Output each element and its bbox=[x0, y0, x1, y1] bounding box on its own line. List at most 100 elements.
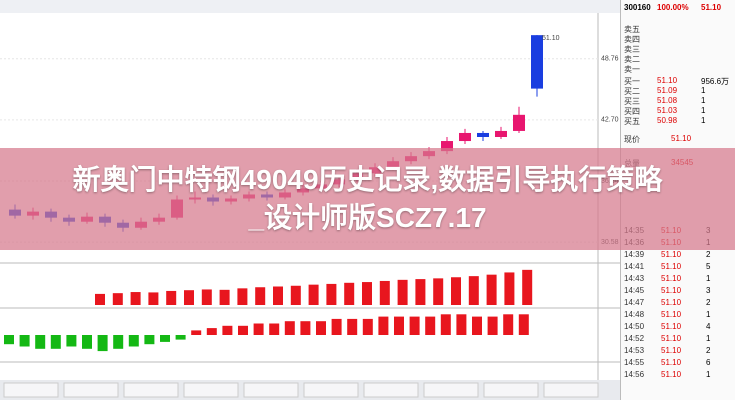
stock-code: 300160 bbox=[624, 3, 651, 12]
y-tick-label: 42.70 bbox=[601, 117, 619, 124]
macd-bar bbox=[206, 328, 217, 335]
y-tick-label: 48.76 bbox=[601, 56, 619, 63]
trade-time: 14:52 bbox=[624, 334, 645, 343]
tab bbox=[243, 382, 299, 398]
stat-label: 现价 bbox=[624, 135, 640, 144]
book-label: 买五 bbox=[624, 117, 640, 126]
volume-bar bbox=[415, 279, 426, 305]
banner: 新奥门中特钢49049历史记录,数据引导执行策略 _设计师版SCZ7.17 bbox=[0, 148, 735, 250]
candle-body bbox=[441, 141, 453, 152]
last-price-label: 51.10 bbox=[542, 35, 560, 42]
book-label: 卖三 bbox=[624, 45, 640, 54]
volume-bar bbox=[184, 290, 194, 305]
candle bbox=[513, 106, 525, 133]
macd-bar bbox=[253, 323, 264, 335]
volume-bar bbox=[95, 293, 105, 305]
trade-price: 51.10 bbox=[661, 298, 682, 307]
trade-time: 14:50 bbox=[624, 322, 645, 331]
macd-bar bbox=[50, 335, 61, 349]
volume-bar bbox=[219, 289, 230, 305]
macd-bar bbox=[425, 316, 436, 335]
book-label: 卖一 bbox=[624, 65, 640, 74]
book-price: 51.08 bbox=[657, 96, 678, 105]
change-pct: 100.00% bbox=[657, 3, 689, 12]
book-label: 买三 bbox=[624, 97, 640, 106]
macd-bar bbox=[394, 316, 404, 335]
volume-bar bbox=[130, 292, 141, 305]
book-label: 卖五 bbox=[624, 25, 640, 34]
macd-bar bbox=[144, 335, 155, 345]
book-label: 卖四 bbox=[624, 35, 640, 44]
volume-bar bbox=[397, 279, 408, 305]
macd-bar bbox=[82, 335, 92, 349]
trade-price: 51.10 bbox=[661, 286, 682, 295]
trade-vol: 3 bbox=[706, 286, 711, 295]
book-label: 买一 bbox=[624, 77, 640, 86]
trade-time: 14:39 bbox=[624, 250, 645, 259]
candle bbox=[477, 130, 489, 142]
tab bbox=[183, 382, 239, 398]
macd-bar bbox=[35, 335, 46, 349]
trade-vol: 1 bbox=[706, 274, 711, 283]
trade-price: 51.10 bbox=[661, 322, 682, 331]
volume-bar bbox=[273, 286, 283, 305]
tab bbox=[3, 382, 59, 398]
trade-vol: 1 bbox=[706, 334, 711, 343]
volume-bar bbox=[237, 288, 248, 305]
book-vol: 1 bbox=[701, 116, 706, 125]
volume-bar bbox=[379, 280, 390, 305]
tab bbox=[423, 382, 479, 398]
macd-bar bbox=[284, 321, 295, 335]
macd-bar bbox=[347, 318, 358, 335]
trade-price: 51.10 bbox=[661, 346, 682, 355]
trade-price: 51.10 bbox=[661, 358, 682, 367]
tab bbox=[483, 382, 539, 398]
macd-bar bbox=[128, 335, 139, 347]
volume-bar bbox=[148, 292, 159, 305]
volume-bar bbox=[433, 278, 444, 305]
book-label: 买四 bbox=[624, 107, 640, 116]
volume-bar bbox=[486, 274, 497, 305]
macd-bar bbox=[362, 318, 373, 335]
trade-vol: 5 bbox=[706, 262, 711, 271]
macd-bar bbox=[503, 314, 514, 335]
book-price: 51.09 bbox=[657, 86, 678, 95]
trade-vol: 2 bbox=[706, 298, 711, 307]
candle bbox=[531, 35, 543, 97]
book-price: 50.98 bbox=[657, 116, 678, 125]
candle bbox=[495, 126, 507, 140]
banner-line: 新奥门中特钢49049历史记录,数据引导执行策略 bbox=[72, 164, 663, 195]
trade-price: 51.10 bbox=[661, 250, 682, 259]
volume-bar bbox=[362, 282, 372, 305]
trade-time: 14:43 bbox=[624, 274, 645, 283]
book-vol: 1 bbox=[701, 106, 706, 115]
macd-bar bbox=[378, 316, 389, 335]
macd-bar bbox=[440, 314, 451, 335]
volume-bar bbox=[344, 282, 355, 305]
trade-price: 51.10 bbox=[661, 310, 682, 319]
macd-bar bbox=[331, 318, 342, 335]
book-price: 51.10 bbox=[657, 76, 678, 85]
book-label: 卖二 bbox=[624, 55, 640, 64]
macd-bar bbox=[316, 321, 326, 335]
trade-vol: 6 bbox=[706, 358, 711, 367]
macd-bar bbox=[472, 316, 482, 335]
trade-time: 14:45 bbox=[624, 286, 645, 295]
volume-bar bbox=[166, 290, 177, 305]
macd-bar bbox=[409, 316, 420, 335]
volume-bar bbox=[504, 272, 515, 305]
macd-bar bbox=[175, 335, 186, 340]
trade-time: 14:41 bbox=[624, 262, 645, 271]
macd-bar bbox=[518, 314, 529, 335]
candle-body bbox=[513, 114, 525, 131]
tab bbox=[543, 382, 599, 398]
stat-value: 51.10 bbox=[671, 134, 692, 143]
tab bbox=[63, 382, 119, 398]
book-price: 51.03 bbox=[657, 106, 678, 115]
macd-bar bbox=[456, 314, 467, 335]
macd-bar bbox=[113, 335, 124, 349]
candle-body bbox=[459, 132, 471, 142]
volume-bar bbox=[290, 285, 301, 305]
macd-bar bbox=[222, 325, 233, 335]
